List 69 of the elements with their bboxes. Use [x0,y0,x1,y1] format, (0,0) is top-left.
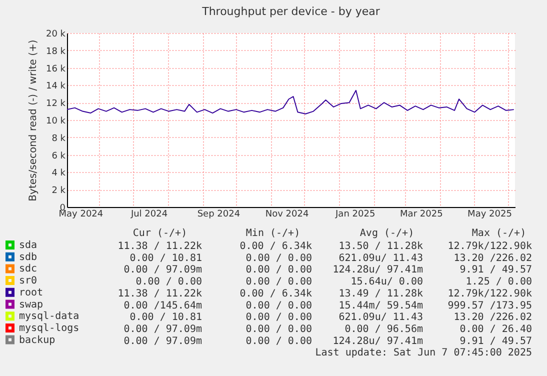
y-tick-label: 20 k [46,30,66,40]
chart-title: Throughput per device - by year [201,5,380,18]
y-tick-label: 8 k [52,134,66,144]
legend-label: mysql-data [19,311,80,322]
legend-label: sr0 [19,276,38,287]
text: 12.79k/122.90k [448,241,532,252]
text: 15.64u/ 0.00 [350,276,423,288]
text: 0.00 / 0.00 [246,276,312,288]
text: 15.44m/ 59.54m [338,300,423,312]
text: 1.25 / 0.00 [466,276,532,288]
legend-label: swap [19,299,44,310]
text: 999.57 /173.95 [448,300,532,312]
text: 621.09u/ 11.43 [338,312,423,324]
text: 0.00 / 0.00 [246,336,312,347]
x-tick-label: May 2025 [468,210,512,220]
text: 0.00 /145.64m [124,300,202,312]
x-tick-label: Nov 2024 [265,210,309,220]
x-tick-label: Mar 2025 [400,210,443,220]
y-axis-title: Bytes/second read (-) / write (+) [28,40,39,202]
text: 13.50 / 11.28k [338,241,423,252]
text: Min (-/+) [246,228,300,239]
text: Max (-/+) [472,228,526,239]
text: 0.00 / 0.00 [246,300,312,312]
text: 0.00 / 0.00 [136,276,202,288]
text: 124.28u/ 97.41m [332,264,423,276]
y-tick-label: 6 k [52,151,66,162]
legend-label: mysql-logs [19,322,80,334]
legend-label: sdb [19,252,38,263]
text: 13.20 /226.02 [454,252,532,264]
y-tick-label: 12 k [46,99,66,110]
text: 12.79k/122.90k [448,288,532,300]
legend-label: backup [19,334,56,346]
text: 0.00 / 10.81 [130,312,202,324]
text: 0.00 / 97.09m [124,336,202,347]
text: 0.00 / 0.00 [246,324,312,335]
text: Cur (-/+) [132,228,188,239]
text: 13.20 /226.02 [454,312,532,324]
text: Last update: Sat Jun 7 07:45:00 2025 [315,348,532,359]
y-tick-label: 16 k [46,64,66,74]
text: 11.38 / 11.22k [118,288,202,300]
text: 0.00 / 6.34k [240,288,312,300]
text: 13.49 / 11.28k [338,288,423,300]
text: 0.00 / 97.09m [124,264,202,276]
text: 0.00 / 10.81 [130,252,202,264]
y-tick-label: 4 k [52,168,66,179]
line-series [67,90,514,114]
text: 0.00 / 0.00 [246,312,312,324]
text: 11.38 / 11.22k [118,241,202,252]
legend-label: root [19,287,44,298]
text: 0.00 / 96.56m [344,324,423,335]
x-tick-label: Jan 2025 [334,210,376,220]
y-tick-label: 10 k [46,116,66,126]
text: 0.00 / 97.09m [124,324,202,335]
legend-label: sdc [19,264,38,275]
text: 9.91 / 49.57 [460,336,532,347]
text: Avg (-/+) [360,228,414,239]
text: 0.00 / 0.00 [246,264,312,276]
text: 0.00 / 0.00 [246,252,312,264]
legend-label: sda [19,240,38,251]
y-tick-label: 2 k [52,186,66,196]
x-tick-label: Sep 2024 [197,210,240,220]
text: 9.91 / 49.57 [460,264,532,276]
x-tick-label: Jul 2024 [130,210,168,220]
text: 621.09u/ 11.43 [338,252,423,264]
text: 0.00 / 26.40 [460,324,532,335]
text: 0.00 / 6.34k [240,241,312,252]
y-tick-label: 18 k [46,46,66,57]
text: 124.28u/ 97.41m [332,336,423,347]
y-tick-label: 14 k [46,82,66,92]
